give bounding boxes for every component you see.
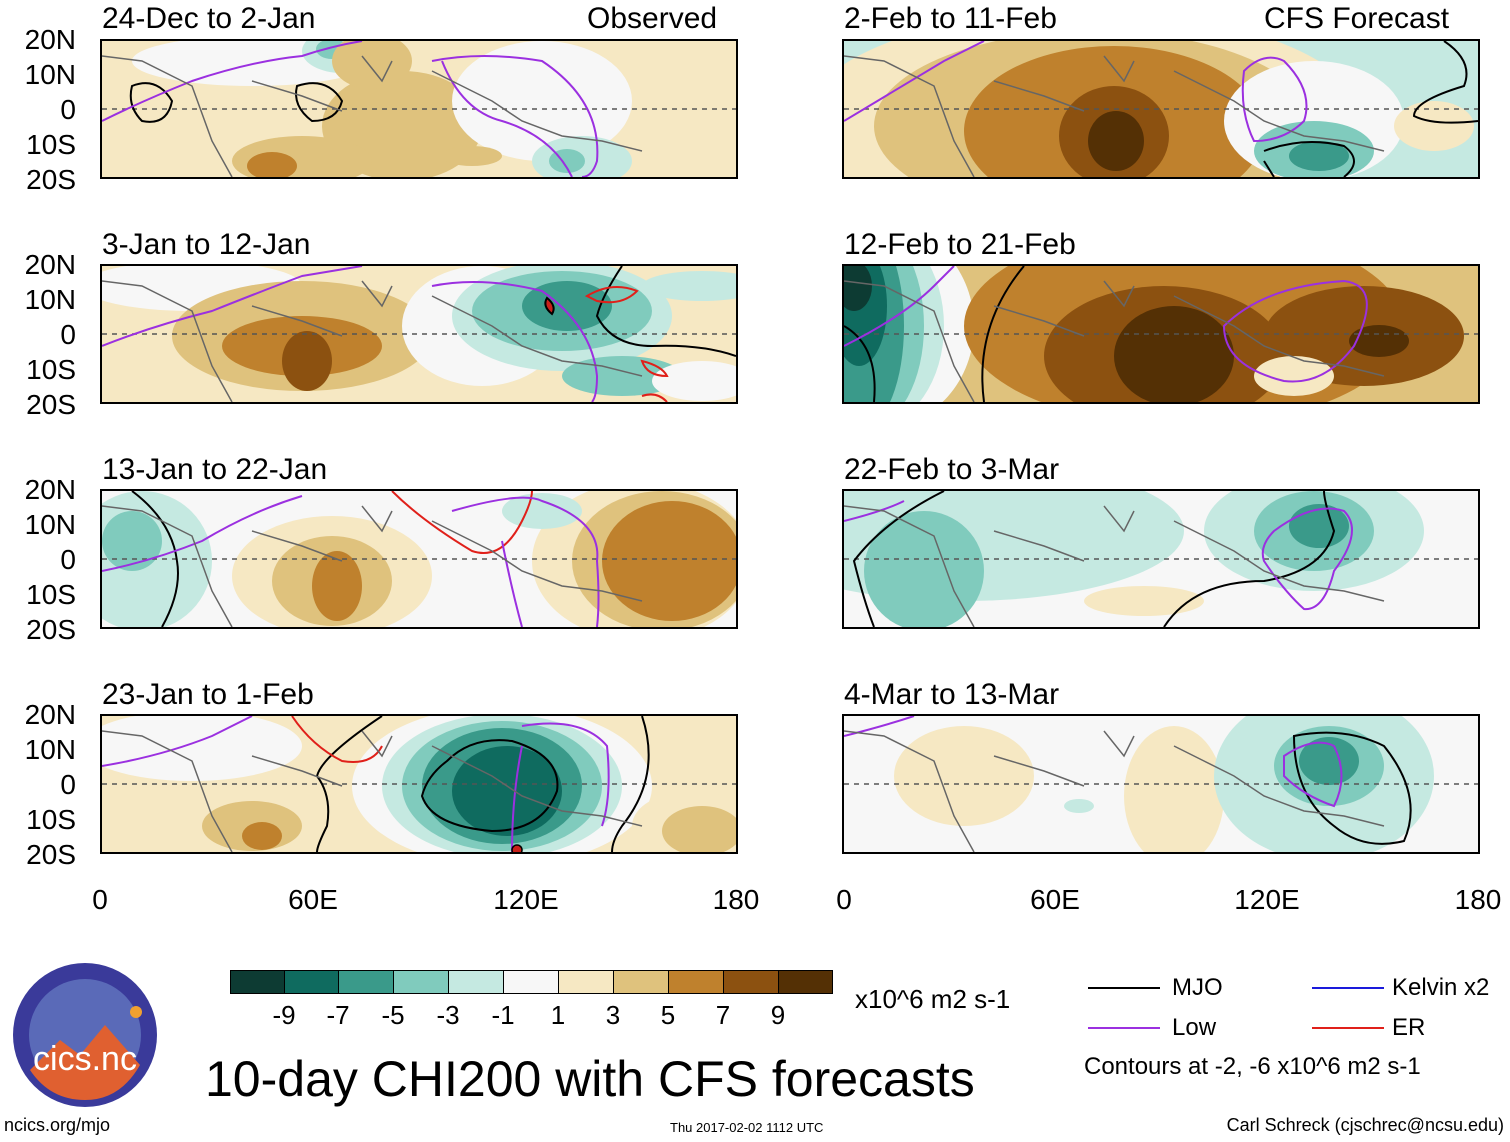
- map-panel-4: [100, 714, 738, 854]
- lon-label-180: 180: [1454, 884, 1502, 915]
- panel-title-5: 2-Feb to 11-Feb: [844, 2, 1057, 35]
- lat-label-10n: 10N: [24, 509, 76, 540]
- panel-title-8: 4-Mar to 13-Mar: [844, 678, 1060, 711]
- map-panel-3: [100, 489, 738, 629]
- map-panel-7: [842, 489, 1480, 629]
- colorbar-label: 1: [550, 1000, 566, 1030]
- legend-low-line: [1088, 1027, 1160, 1029]
- colorbar-label: 9: [770, 1000, 786, 1030]
- lat-label-0: 0: [60, 319, 76, 350]
- map-panel-8: [842, 714, 1480, 854]
- lat-label-0: 0: [60, 769, 76, 800]
- legend-kelvin-label: Kelvin x2: [1392, 974, 1490, 1001]
- legend-mjo-label: MJO: [1172, 974, 1223, 1001]
- forecast-header: CFS Forecast: [1264, 2, 1450, 35]
- lat-label-20n: 20N: [24, 474, 76, 505]
- lat-label-20s: 20S: [26, 839, 76, 870]
- colorbar-label: -3: [436, 1000, 460, 1030]
- colorbar-label: 3: [605, 1000, 621, 1030]
- lon-label-120e: 120E: [493, 884, 559, 915]
- colorbar-cell: [284, 970, 339, 994]
- lat-label-20s: 20S: [26, 614, 76, 645]
- lon-label-180: 180: [712, 884, 760, 915]
- colorbar-label: -5: [381, 1000, 405, 1030]
- colorbar-label: -9: [272, 1000, 296, 1030]
- legend-kelvin-line: [1312, 987, 1384, 989]
- lat-label-20s: 20S: [26, 389, 76, 420]
- colorbar-cell: [613, 970, 669, 994]
- panel-title-4: 23-Jan to 1-Feb: [102, 678, 314, 711]
- panel-title-3: 13-Jan to 22-Jan: [102, 453, 328, 486]
- lat-label-0: 0: [60, 94, 76, 125]
- lat-label-10s: 10S: [26, 354, 76, 385]
- colorbar-units: x10^6 m2 s-1: [855, 984, 1011, 1014]
- legend-mjo-line: [1088, 987, 1160, 989]
- contours-note: Contours at -2, -6 x10^6 m2 s-1: [1084, 1053, 1421, 1080]
- main-title: 10-day CHI200 with CFS forecasts: [205, 1051, 975, 1107]
- lon-label-0: 0: [836, 884, 852, 915]
- lat-label-0: 0: [60, 544, 76, 575]
- colorbar-cell: [723, 970, 779, 994]
- legend-er-label: ER: [1392, 1014, 1426, 1041]
- lat-label-10s: 10S: [26, 804, 76, 835]
- panel-title-1: 24-Dec to 2-Jan: [102, 2, 316, 35]
- lat-label-20n: 20N: [24, 699, 76, 730]
- observed-header: Observed: [587, 2, 718, 35]
- map-panel-1: [100, 39, 738, 179]
- colorbar-label: -1: [491, 1000, 515, 1030]
- lat-label-20n: 20N: [24, 24, 76, 55]
- legend-er-line: [1312, 1027, 1384, 1029]
- lat-label-10n: 10N: [24, 59, 76, 90]
- footer-author: Carl Schreck (cjschrec@ncsu.edu): [1226, 1115, 1504, 1135]
- colorbar-cell: [230, 970, 285, 994]
- logo-text: cics.nc: [33, 1040, 137, 1078]
- panel-title-7: 22-Feb to 3-Mar: [844, 453, 1060, 486]
- lon-label-60e: 60E: [288, 884, 338, 915]
- lon-label-60e: 60E: [1030, 884, 1080, 915]
- lat-label-20n: 20N: [24, 249, 76, 280]
- colorbar-label: 7: [715, 1000, 731, 1030]
- map-panel-6: [842, 264, 1480, 404]
- colorbar-cell: [668, 970, 724, 994]
- colorbar-cell: [338, 970, 394, 994]
- lat-label-10n: 10N: [24, 284, 76, 315]
- panel-title-2: 3-Jan to 12-Jan: [102, 228, 311, 261]
- legend-low-label: Low: [1172, 1014, 1217, 1041]
- colorbar-cell: [503, 970, 559, 994]
- footer-url[interactable]: ncics.org/mjo: [4, 1115, 111, 1135]
- map-panel-2: [100, 264, 738, 404]
- panel-title-6: 12-Feb to 21-Feb: [844, 228, 1076, 261]
- colorbar-cell: [393, 970, 449, 994]
- footer-timestamp: Thu 2017-02-02 1112 UTC: [670, 1120, 824, 1135]
- map-panel-5: [842, 39, 1480, 179]
- colorbar-cell: [558, 970, 614, 994]
- lon-label-0: 0: [92, 884, 108, 915]
- colorbar-label: -7: [326, 1000, 350, 1030]
- cics-logo: cics.nc: [10, 960, 160, 1110]
- lat-label-10n: 10N: [24, 734, 76, 765]
- lat-label-10s: 10S: [26, 579, 76, 610]
- colorbar-label: 5: [660, 1000, 676, 1030]
- lon-label-120e: 120E: [1234, 884, 1300, 915]
- lat-label-20s: 20S: [26, 164, 76, 195]
- colorbar-cell: [778, 970, 833, 994]
- colorbar-cell: [448, 970, 504, 994]
- lat-label-10s: 10S: [26, 129, 76, 160]
